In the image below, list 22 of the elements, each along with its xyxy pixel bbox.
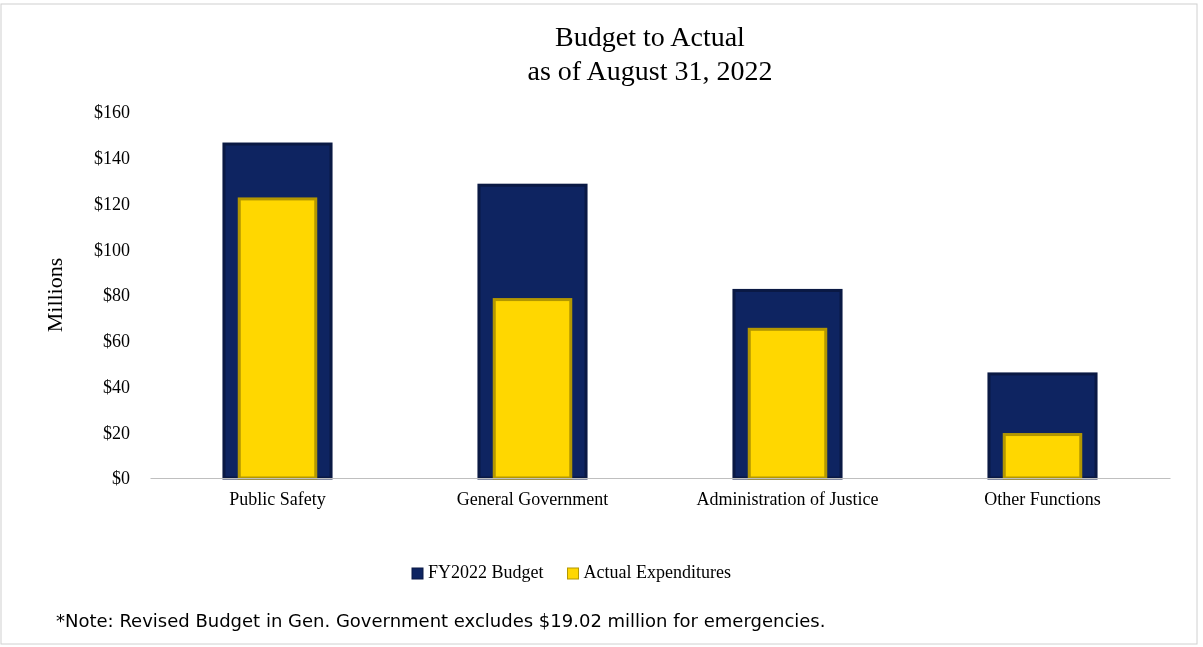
y-tick-label: $140 <box>94 148 130 169</box>
y-tick-label: $40 <box>103 376 130 397</box>
x-tick-label: Public Safety <box>229 488 326 509</box>
chart-title: Budget to Actual as of August 31, 2022 <box>527 21 773 86</box>
y-tick-label: $60 <box>103 331 130 352</box>
bar <box>492 298 573 480</box>
legend-label: FY2022 Budget <box>428 562 544 582</box>
y-tick-label: $120 <box>94 193 130 214</box>
bar <box>1002 433 1083 480</box>
y-tick-label: $20 <box>103 422 130 443</box>
legend-label: Actual Expenditures <box>583 562 731 582</box>
bar <box>237 197 318 480</box>
y-tick-label: $80 <box>103 285 130 306</box>
y-tick-label: $100 <box>94 239 130 260</box>
y-axis-title: Millions <box>42 257 67 333</box>
y-tick-label: $160 <box>94 102 130 123</box>
text: *Note: Revised Budget in Gen. Government excludes $19.02 million for emergencies. <box>56 610 826 631</box>
x-tick-label: Administration of Justice <box>696 488 879 509</box>
x-tick-label: General Government <box>456 488 609 509</box>
x-tick-label: Other Functions <box>984 488 1101 509</box>
bar <box>747 327 828 480</box>
y-tick-label: $0 <box>112 468 130 489</box>
